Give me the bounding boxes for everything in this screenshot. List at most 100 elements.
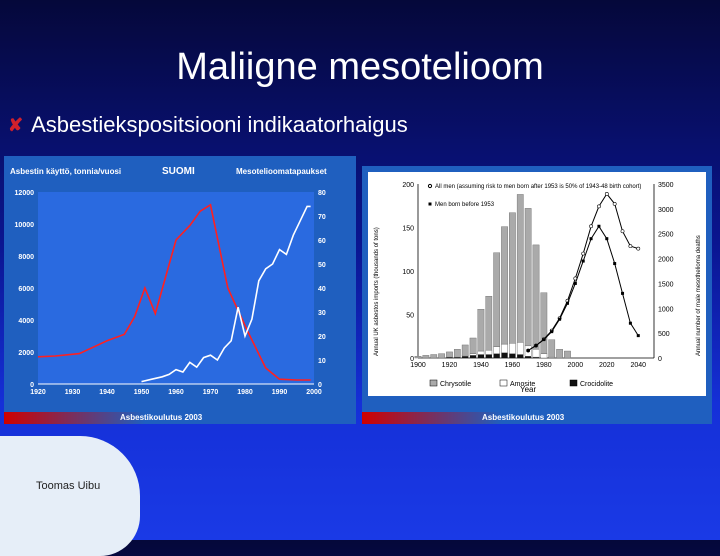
footer-bar-right xyxy=(362,412,712,424)
uk-x-axis-label: Year xyxy=(520,385,537,394)
chrysotile-bar xyxy=(501,226,508,345)
crocidolite-bar xyxy=(524,356,532,358)
footer-right: Asbestikoulutus 2003 xyxy=(482,413,565,422)
footer-left: Asbestikoulutus 2003 xyxy=(120,413,203,422)
amosite-bar xyxy=(469,353,477,356)
uk-chart-panel: 1900 1920 1940 1960 1980 2000 2020 2040 0 50 100 15… xyxy=(362,166,712,424)
men-before-1953-point xyxy=(550,330,554,334)
uk-left-y-tick-label: 100 xyxy=(402,269,414,276)
author-bubble xyxy=(0,436,140,556)
men-before-1953-point xyxy=(581,259,585,263)
finland-chart: Asbestin käyttö, tonnia/vuosi SUOMI Meso… xyxy=(4,156,356,424)
uk-right-y-tick-label: 1500 xyxy=(658,281,674,288)
men-before-1953-point xyxy=(636,334,640,338)
chrysotile-bar xyxy=(485,296,493,351)
uk-left-y-tick-label: 0 xyxy=(410,356,414,363)
crocidolite-bar xyxy=(462,356,469,358)
uk-x-tick-label: 1940 xyxy=(473,362,489,369)
crocidolite-bar xyxy=(454,357,461,358)
legend-men-before-1953: Men born before 1953 xyxy=(435,202,495,208)
left-axis-label: Asbestin käyttö, tonnia/vuosi xyxy=(10,167,121,176)
all-men-point xyxy=(620,229,625,234)
amosite-bar xyxy=(493,346,501,354)
amosite-bar xyxy=(477,350,485,355)
uk-right-y-tick-label: 2500 xyxy=(658,232,674,239)
chrysotile-bar xyxy=(422,355,430,359)
chart-title: SUOMI xyxy=(162,166,195,177)
x-tick-label: 1980 xyxy=(237,389,253,396)
crocidolite-bar xyxy=(501,352,508,358)
amosite-bar xyxy=(509,343,516,354)
amosite-bar xyxy=(501,343,508,353)
bullet-point: ✘ Asbestiekspositsiooni indikaatorhaigus xyxy=(8,112,408,138)
crocidolite-bar xyxy=(469,355,477,358)
men-before-1953-point xyxy=(597,224,601,228)
chrysotile-bar xyxy=(461,344,469,356)
author-name: Toomas Uibu xyxy=(36,480,101,492)
uk-x-tick-label: 1920 xyxy=(442,362,458,369)
crocidolite-bar xyxy=(446,357,453,358)
left-y-tick-label: 2000 xyxy=(18,350,34,357)
amosite-bar xyxy=(532,349,540,358)
right-y-tick-label: 50 xyxy=(318,262,326,269)
legend-amosite-swatch xyxy=(499,379,508,387)
legend-men-before-1953-marker xyxy=(428,202,432,206)
men-before-1953-point xyxy=(565,301,569,305)
chrysotile-bar xyxy=(446,351,453,358)
legend-amosite: Amosite xyxy=(510,381,535,388)
right-y-tick-label: 60 xyxy=(318,238,326,245)
uk-left-axis-label: Annual UK asbestos imports (thousands of… xyxy=(374,227,380,356)
chrysotile-bar xyxy=(453,349,461,358)
uk-left-y-tick-label: 150 xyxy=(402,226,414,233)
amosite-bar xyxy=(485,349,493,355)
x-tick-label: 1970 xyxy=(203,389,219,396)
bullet-text: Asbestiekspositsiooni indikaatorhaigus xyxy=(31,112,408,137)
legend-chrysotile-swatch xyxy=(429,379,438,387)
amosite-bar xyxy=(516,342,524,355)
chrysotile-bar xyxy=(516,194,524,343)
footer-bar-left xyxy=(4,412,356,424)
all-men-point xyxy=(589,224,593,229)
men-before-1953-point xyxy=(573,281,577,285)
crocidolite-bar xyxy=(485,354,492,358)
x-tick-label: 1940 xyxy=(99,389,115,396)
x-tick-label: 2000 xyxy=(306,389,322,396)
legend-all-men: All men (assuming risk to men born after… xyxy=(435,184,641,190)
all-men-point xyxy=(597,204,601,209)
left-y-tick-label: 4000 xyxy=(18,318,34,325)
uk-left-y-tick-label: 50 xyxy=(406,313,414,320)
x-tick-label: 1960 xyxy=(168,389,184,396)
x-tick-label: 1930 xyxy=(65,389,81,396)
uk-left-y-tick-label: 200 xyxy=(402,182,414,189)
men-before-1953-point xyxy=(621,291,625,295)
men-before-1953-point xyxy=(613,262,617,266)
chrysotile-bar xyxy=(532,244,540,350)
legend-crocidolite-swatch xyxy=(569,379,578,387)
right-axis-label: Mesotelioomatapaukset xyxy=(236,167,327,176)
right-y-tick-label: 80 xyxy=(318,190,326,197)
crocidolite-bar xyxy=(509,353,516,358)
uk-x-tick-label: 2000 xyxy=(568,362,584,369)
x-tick-label: 1920 xyxy=(30,389,46,396)
all-men-point xyxy=(581,251,586,256)
all-men-point xyxy=(612,201,617,206)
men-before-1953-point xyxy=(542,338,546,342)
legend-crocidolite: Crocidolite xyxy=(580,381,613,388)
uk-right-y-tick-label: 1000 xyxy=(658,306,674,313)
men-before-1953-point xyxy=(526,349,530,353)
mesothelioma-cases-line xyxy=(141,205,311,383)
left-y-tick-label: 12000 xyxy=(15,190,35,197)
uk-chart: 1900 1920 1940 1960 1980 2000 2020 204005010015… xyxy=(368,172,706,396)
right-y-tick-label: 10 xyxy=(318,358,326,365)
chrysotile-bar xyxy=(430,354,438,359)
chrysotile-bar xyxy=(493,252,501,347)
men-before-1953-point xyxy=(589,237,593,241)
x-bullet-icon: ✘ xyxy=(8,114,24,135)
chrysotile-bar xyxy=(438,353,445,359)
left-y-tick-label: 8000 xyxy=(18,254,34,261)
crocidolite-bar xyxy=(532,357,540,358)
right-y-tick-label: 20 xyxy=(318,334,326,341)
chrysotile-bar xyxy=(548,339,556,358)
uk-x-tick-label: 2020 xyxy=(599,362,615,369)
right-y-tick-label: 0 xyxy=(318,382,322,389)
